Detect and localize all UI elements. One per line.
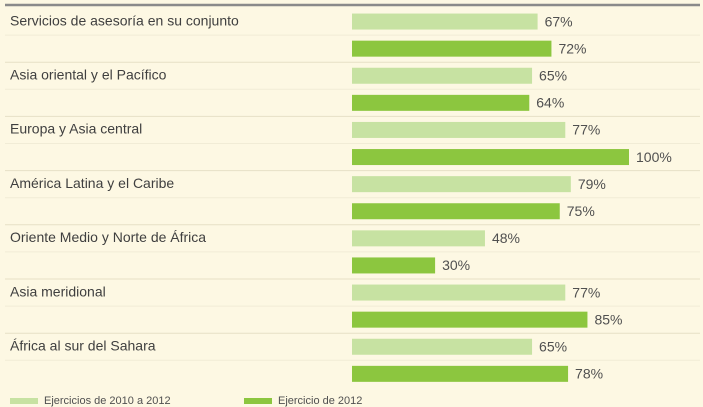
value-label: 48%	[492, 230, 520, 246]
value-label: 30%	[442, 257, 470, 273]
bar	[352, 311, 588, 328]
bar	[352, 176, 571, 193]
bar	[352, 149, 629, 166]
category-label: África al sur del Sahara	[10, 337, 156, 353]
bar	[352, 67, 533, 84]
bar	[352, 94, 530, 111]
value-label: 64%	[536, 95, 564, 111]
bar	[352, 257, 436, 274]
value-label: 79%	[578, 176, 606, 192]
value-label: 100%	[636, 149, 672, 165]
bar	[352, 203, 560, 220]
value-label: 67%	[545, 13, 573, 29]
bar	[352, 40, 552, 57]
bar	[352, 230, 485, 247]
bar	[352, 365, 569, 382]
legend-label: Ejercicios de 2010 a 2012	[44, 395, 171, 407]
bar	[352, 338, 533, 355]
category-label: Asia oriental y el Pacífico	[10, 66, 167, 82]
bar	[352, 121, 566, 138]
legend-swatch	[10, 398, 38, 404]
bar	[352, 284, 566, 301]
value-label: 75%	[567, 203, 595, 219]
value-label: 77%	[572, 284, 600, 300]
category-label: Asia meridional	[10, 283, 106, 299]
value-label: 78%	[575, 366, 603, 382]
legend-swatch	[244, 398, 272, 404]
value-label: 77%	[572, 122, 600, 138]
value-label: 65%	[539, 67, 567, 83]
value-label: 85%	[594, 311, 622, 327]
category-label: Europa y Asia central	[10, 121, 142, 137]
category-label: Oriente Medio y Norte de África	[10, 229, 206, 245]
value-label: 65%	[539, 338, 567, 354]
bar	[352, 13, 538, 30]
category-label: Servicios de asesoría en su conjunto	[10, 12, 239, 28]
legend-label: Ejercicio de 2012	[278, 395, 362, 407]
value-label: 72%	[558, 40, 586, 56]
category-label: América Latina y el Caribe	[10, 175, 174, 191]
